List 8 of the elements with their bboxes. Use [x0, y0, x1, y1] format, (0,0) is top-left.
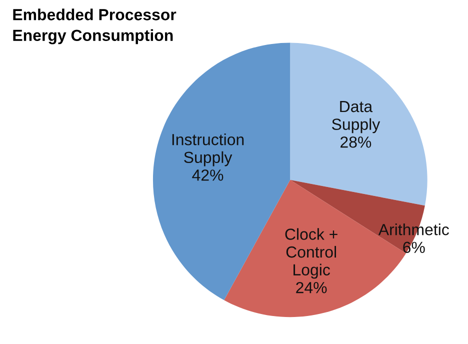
- data-label: 28%: [340, 136, 372, 148]
- chart-title: Embedded Processor Energy Consumption: [13, 8, 176, 44]
- slice-label: Data Supply: [332, 101, 380, 134]
- slice-label: Clock + Control Logic: [285, 228, 338, 279]
- data-label: 24%: [296, 282, 327, 294]
- pie-slice: [290, 42, 428, 206]
- data-label: 42%: [192, 170, 224, 181]
- slice-label: Instruction Supply: [172, 134, 244, 166]
